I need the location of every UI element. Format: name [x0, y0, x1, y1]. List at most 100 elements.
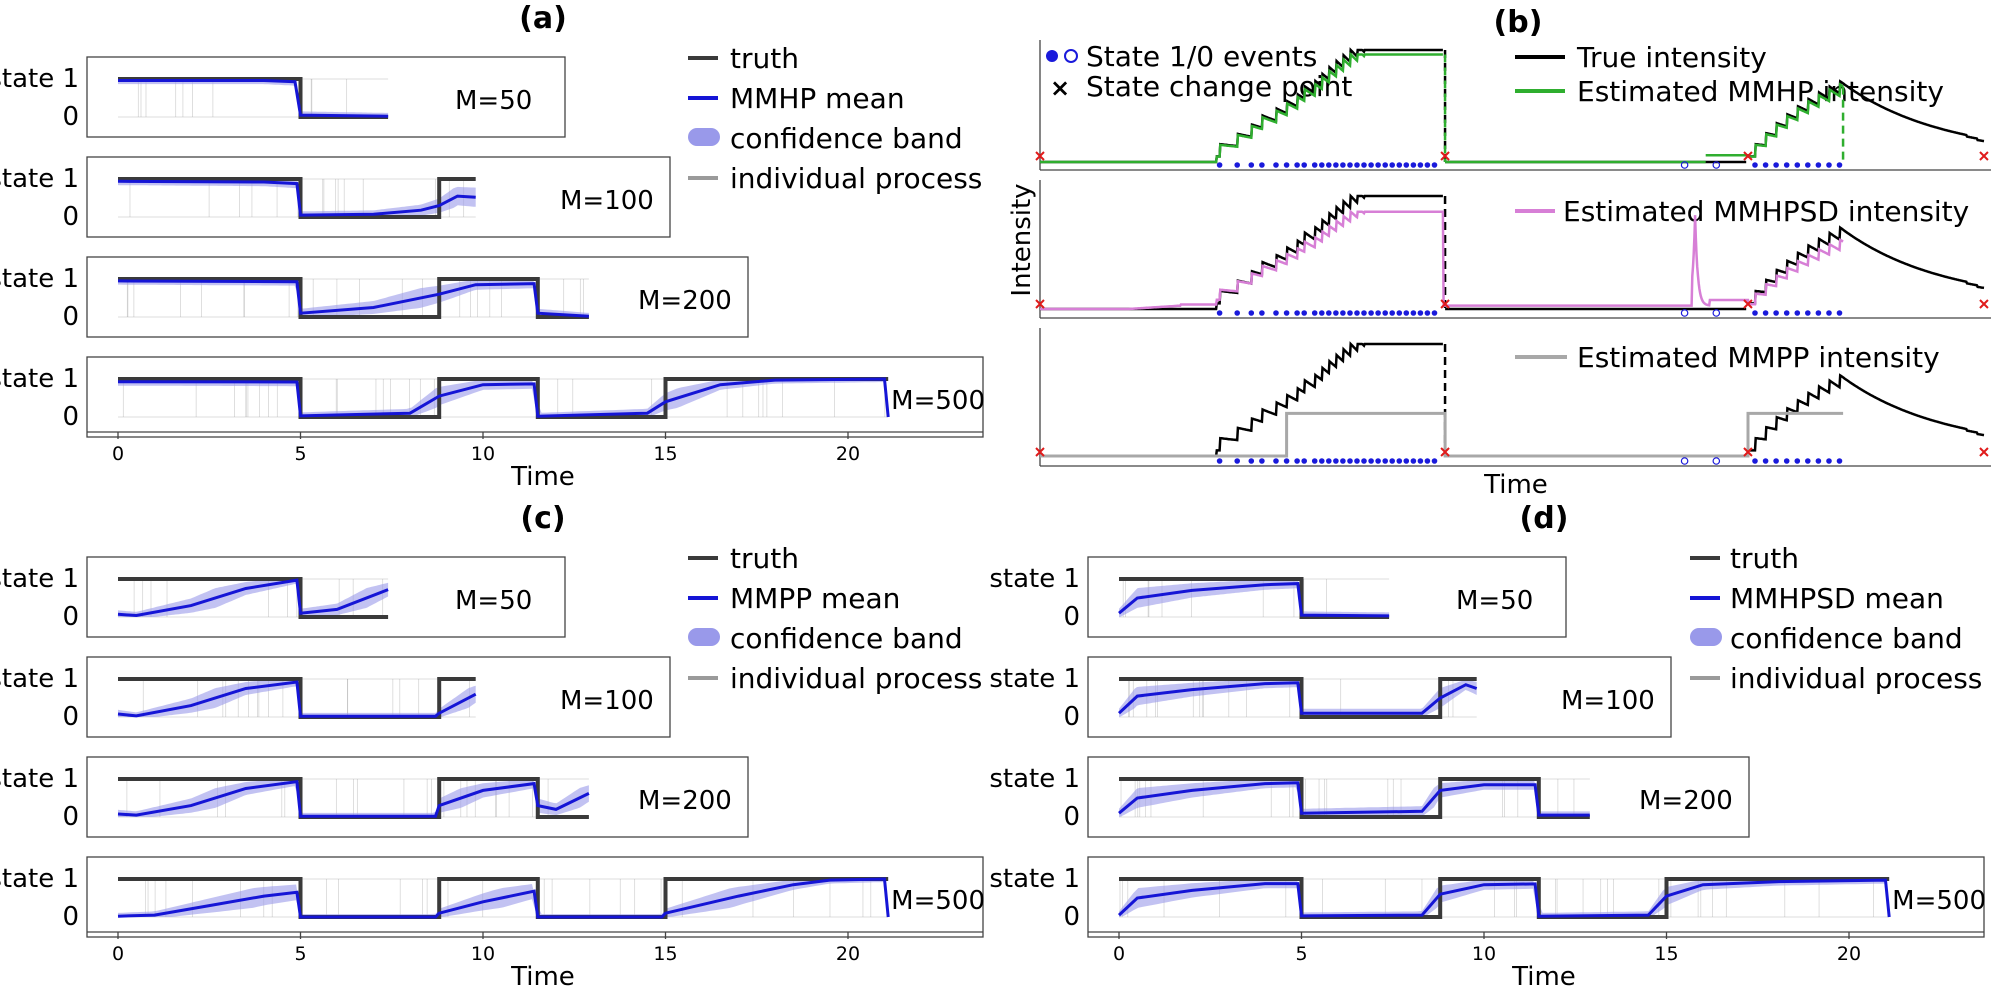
ytick-state-1: state 1 — [0, 764, 79, 794]
mmpp-intensity-line — [1040, 411, 1844, 458]
state1-event-marker — [1794, 162, 1801, 168]
ylabel-b: Intensity — [1007, 183, 1037, 296]
legend-c-band-swatch — [688, 628, 720, 646]
state1-event-marker — [1826, 458, 1832, 464]
state1-event-marker — [1301, 458, 1307, 464]
legend-c-individual-label: individual process — [730, 662, 982, 695]
xlabel-c: Time — [510, 962, 575, 992]
state1-event-marker — [1752, 458, 1758, 464]
state-change-marker — [1979, 447, 1989, 457]
state-change-marker — [1979, 299, 1989, 309]
title-c: (c) — [520, 501, 565, 536]
x-tick-label: 5 — [294, 943, 306, 965]
panel-a-m100: state 1 0 M=100 — [0, 156, 671, 238]
ytick-state-1: state 1 — [0, 564, 79, 594]
state1-event-marker — [1417, 310, 1424, 316]
state1-event-marker — [1216, 310, 1223, 316]
legend-d-truth-label: truth — [1730, 542, 1799, 575]
state1-event-marker — [1283, 458, 1290, 464]
state1-event-marker — [1410, 310, 1417, 316]
state1-event-marker — [1794, 458, 1801, 464]
ytick-state-0: 0 — [62, 102, 79, 132]
legend-a-band-label: confidence band — [730, 122, 963, 155]
state1-event-marker — [1216, 162, 1223, 168]
x-tick-label: 15 — [1654, 943, 1678, 965]
state1-event-marker — [1283, 310, 1290, 316]
state1-event-marker — [1361, 310, 1367, 316]
state1-event-marker — [1403, 162, 1410, 168]
mean-line — [118, 79, 389, 118]
state-change-marker — [1743, 447, 1753, 457]
state1-event-marker — [1259, 458, 1265, 464]
confidence-band — [1119, 779, 1590, 817]
state1-event-marker — [1752, 162, 1758, 168]
state1-event-marker — [1326, 458, 1332, 464]
legend-b-change-marker: × — [1050, 74, 1070, 102]
mean-line — [117, 179, 476, 217]
state1-event-marker — [1311, 162, 1318, 168]
state1-event-marker — [1340, 310, 1346, 316]
state1-event-marker — [1368, 458, 1374, 464]
legend-c: truth MMPP mean confidence band individu… — [688, 542, 982, 695]
legend-a-individual-label: individual process — [730, 162, 982, 195]
ytick-state-0: 0 — [62, 802, 79, 832]
state1-event-marker — [1773, 458, 1779, 464]
state1-event-marker — [1417, 458, 1424, 464]
state1-event-marker — [1431, 310, 1438, 316]
legend-d-band-swatch — [1690, 628, 1722, 646]
panel-frame — [86, 556, 566, 638]
confidence-band — [118, 79, 389, 117]
x-tick-label: 20 — [1837, 943, 1861, 965]
state1-event-marker — [1815, 458, 1822, 464]
state1-event-marker — [1301, 310, 1307, 316]
x-tick-label: 10 — [1472, 943, 1496, 965]
x-tick-label: 0 — [1113, 943, 1125, 965]
state1-event-marker — [1294, 162, 1300, 168]
state1-event-marker — [1424, 310, 1431, 316]
figure-c: (c) truth MMPP mean confidence band indi… — [0, 501, 985, 992]
state1-event-marker — [1294, 310, 1300, 316]
x-tick-label: 10 — [471, 943, 495, 965]
figure-d: (d) truth MMHPSD mean confidence band in… — [989, 501, 1986, 992]
truth-line — [118, 577, 389, 619]
x-tick-label: 15 — [653, 443, 677, 465]
ytick-state-1: state 1 — [989, 664, 1080, 694]
state1-event-marker — [1347, 458, 1353, 464]
panel-c-m500: state 1 0 M=500 — [0, 856, 985, 938]
ytick-state-0: 0 — [62, 602, 79, 632]
state1-event-marker — [1389, 310, 1395, 316]
state1-event-marker — [1319, 162, 1325, 168]
panel-m-label: M=100 — [1561, 686, 1655, 716]
state1-event-marker — [1273, 458, 1279, 464]
title-a: (a) — [519, 1, 567, 36]
state1-event-marker — [1301, 162, 1307, 168]
x-tick-label: 10 — [471, 443, 495, 465]
xlabel-a: Time — [510, 462, 575, 492]
mean-line — [117, 377, 890, 418]
mean-line — [117, 680, 477, 718]
truth-line — [118, 377, 889, 419]
legend-b-state1-marker — [1046, 50, 1058, 62]
state1-event-marker — [1347, 310, 1353, 316]
state1-event-marker — [1752, 310, 1758, 316]
state1-event-marker — [1403, 310, 1410, 316]
state1-event-marker — [1773, 310, 1779, 316]
state1-event-marker — [1248, 162, 1255, 168]
state1-event-marker — [1319, 310, 1325, 316]
state1-event-marker — [1234, 310, 1240, 316]
xlabel-d: Time — [1511, 962, 1576, 992]
state1-event-marker — [1368, 162, 1374, 168]
mmhp-intensity-line — [1705, 82, 1844, 158]
x-tick-label: 0 — [112, 443, 124, 465]
state1-event-marker — [1783, 162, 1790, 168]
panel-frame — [1087, 756, 1750, 838]
true-intensity-line — [1748, 373, 1985, 452]
mean-line — [1118, 582, 1390, 618]
state-change-marker — [1035, 299, 1045, 309]
mean-line — [117, 780, 590, 818]
ytick-state-1: state 1 — [989, 564, 1080, 594]
state1-event-marker — [1417, 162, 1424, 168]
state1-event-marker — [1836, 310, 1843, 316]
ytick-state-1: state 1 — [989, 764, 1080, 794]
state1-event-marker — [1248, 310, 1255, 316]
